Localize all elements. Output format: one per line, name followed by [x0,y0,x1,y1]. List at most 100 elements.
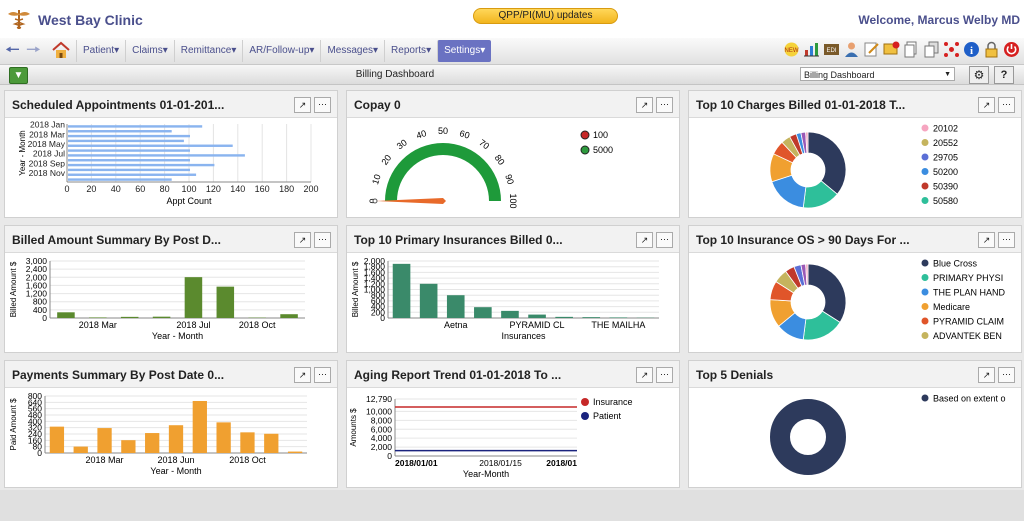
expand-icon[interactable]: ↗ [978,232,995,248]
legend-label: Blue Cross [933,259,978,269]
tick-label: 4,000 [371,433,393,443]
help-icon[interactable]: ? [994,66,1014,84]
tick-label: 2,000 [364,256,386,266]
documents-icon[interactable] [903,41,920,58]
info-icon[interactable]: i [963,41,980,58]
more-options-icon[interactable]: ⋯ [998,97,1015,113]
more-options-icon[interactable]: ⋯ [998,232,1015,248]
expand-icon[interactable]: ↗ [294,97,311,113]
tick-label: 600 [371,296,385,306]
legend-label: Medicare [933,302,970,312]
lock-icon[interactable] [983,41,1000,58]
bar [68,173,197,176]
tick-label: 1,400 [364,273,386,283]
bar [392,263,411,318]
gauge-needle [375,198,446,204]
toolbar-icons: NEW EDI i [783,41,1020,58]
pie-slice [807,131,847,195]
legend-label: Patient [593,411,622,421]
legend-label: 50200 [933,167,958,177]
dashboard-select[interactable]: Billing Dashboard ▼ [800,67,955,81]
more-options-icon[interactable]: ⋯ [998,367,1015,383]
gear-icon[interactable]: ⚙ [969,66,989,84]
back-arrow-icon[interactable]: 🠔 [5,40,20,59]
legend-label: THE PLAN HAND [933,288,1006,298]
nav-patient[interactable]: Patient▾ [76,40,125,62]
tick-label: 100 [508,193,518,208]
expand-icon[interactable]: ↗ [636,97,653,113]
more-options-icon[interactable]: ⋯ [656,97,673,113]
panel-header: Top 5 Denials ↗ ⋯ [689,361,1021,388]
tick-label: 320 [28,423,42,433]
nav-ar-follow-up[interactable]: AR/Follow-up▾ [242,40,320,62]
axis-label: Insurances [501,331,546,341]
tick-label: 1,200 [26,289,48,299]
more-options-icon[interactable]: ⋯ [314,367,331,383]
expand-icon[interactable]: ↗ [294,232,311,248]
tick-label: 800 [33,297,47,307]
qpp-updates-button[interactable]: QPP/PI(MU) updates [473,8,618,24]
panel-title: Copay 0 [354,98,401,112]
tick-label: 1,600 [364,267,386,277]
bar [68,125,203,128]
nav-remittance[interactable]: Remittance▾ [173,40,243,62]
tick-label: 0 [37,448,42,458]
legend-label: 50390 [933,182,958,192]
filter-icon[interactable]: ▼ [9,67,28,84]
panel-title: Top 10 Insurance OS > 90 Days For ... [696,233,910,247]
power-icon[interactable] [1003,41,1020,58]
bar-chart-icon[interactable] [803,41,820,58]
edit-note-icon[interactable] [863,41,880,58]
tick-label: 90 [503,173,516,186]
tick-label: 160 [255,184,270,194]
tick-label: 2018 Mar [29,129,65,139]
tick-label: PYRAMID CL [510,320,565,330]
home-icon[interactable] [51,41,71,59]
chart-top-charges: 20102 20552 29705 50200 50390 50580 [769,124,958,209]
expand-icon[interactable]: ↗ [636,367,653,383]
tick-label: 1,800 [364,262,386,272]
tick-label: 60 [135,184,145,194]
tick-label: 120 [206,184,221,194]
tick-label: 20 [86,184,96,194]
nav-settings[interactable]: Settings▾ [437,40,492,62]
expand-icon[interactable]: ↗ [636,232,653,248]
tick-label: 800 [371,290,385,300]
bar [240,432,255,453]
tick-label: 0 [380,313,385,323]
panel-header: Scheduled Appointments 01-01-201... ↗ ⋯ [5,91,337,118]
copy-icon[interactable] [923,41,940,58]
more-options-icon[interactable]: ⋯ [656,232,673,248]
forward-arrow-icon[interactable]: 🠖 [26,40,41,59]
more-options-icon[interactable]: ⋯ [314,232,331,248]
tick-label: 80 [33,442,43,452]
tick-label: 20 [379,153,393,167]
message-alert-icon[interactable] [883,41,900,58]
bar [57,312,75,318]
new-badge-icon[interactable]: NEW [783,41,800,58]
bar [68,159,190,162]
bar [582,317,601,318]
expand-icon[interactable]: ↗ [978,367,995,383]
bar [120,316,139,318]
tick-label: 200 [303,184,318,194]
bar [419,283,438,318]
expand-icon[interactable]: ↗ [978,97,995,113]
nav-reports[interactable]: Reports▾ [384,40,437,62]
legend-label: 100 [593,130,608,140]
bar [264,433,279,453]
user-icon[interactable] [843,41,860,58]
more-options-icon[interactable]: ⋯ [656,367,673,383]
network-icon[interactable] [943,41,960,58]
nav-messages[interactable]: Messages▾ [320,40,384,62]
tick-label: 0 [64,184,69,194]
bar [68,154,245,157]
more-options-icon[interactable]: ⋯ [314,97,331,113]
nav-claims[interactable]: Claims▾ [125,40,174,62]
edi-icon[interactable]: EDI [823,41,840,58]
expand-icon[interactable]: ↗ [294,367,311,383]
bar [68,163,215,167]
bar [152,316,171,318]
panel-header: Top 10 Charges Billed 01-01-2018 T... ↗ ⋯ [689,91,1021,118]
